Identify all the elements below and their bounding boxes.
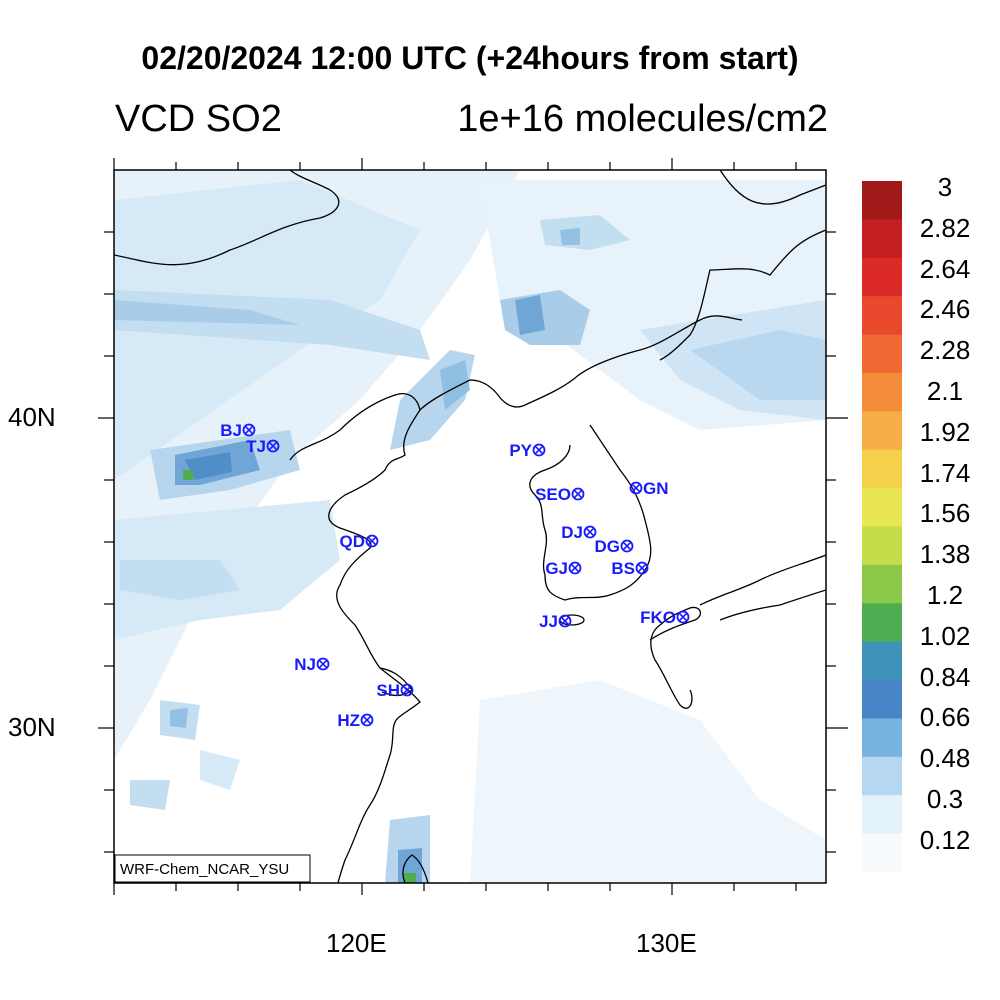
colorbar-segment <box>862 526 902 566</box>
station-nj: NJ <box>294 655 330 674</box>
colorbar-tick-label: 2.82 <box>919 212 971 243</box>
station-tj: TJ <box>246 437 280 456</box>
colorbar-tick-label: 1.74 <box>919 457 971 488</box>
colorbar-segment <box>862 795 902 835</box>
units-label: 1e+16 molecules/cm2 <box>457 98 828 140</box>
station-marker-icon <box>583 525 597 539</box>
station-marker-icon <box>365 534 379 548</box>
station-qd: QD <box>340 532 379 551</box>
colorbar-segment <box>862 449 902 489</box>
colorbar-segment <box>862 257 902 297</box>
station-label: SEO <box>535 485 571 504</box>
colorbar <box>862 181 902 873</box>
station-marker-icon <box>629 481 643 495</box>
colorbar-tick-label: 0.48 <box>919 743 971 774</box>
colorbar-tick-label: 0.12 <box>919 824 971 855</box>
station-dj: DJ <box>561 523 597 542</box>
station-label: DJ <box>561 523 583 542</box>
station-marker-icon <box>568 561 582 575</box>
station-label: JJ <box>539 612 558 631</box>
station-label: TJ <box>246 437 266 456</box>
colorbar-tick-label: 1.2 <box>926 580 964 610</box>
colorbar-tick-label: 2.1 <box>926 376 964 406</box>
map-frame <box>113 169 827 884</box>
model-label: WRF-Chem_NCAR_YSU <box>120 861 289 878</box>
lat-label-40n: 40N <box>8 402 56 432</box>
station-marker-icon <box>620 539 634 553</box>
station-hz: HZ <box>337 711 374 730</box>
station-marker-icon <box>316 657 330 671</box>
station-bs: BS <box>611 559 649 578</box>
station-bj: BJ <box>220 421 256 440</box>
station-label: DG <box>595 537 621 556</box>
colorbar-segment <box>862 181 902 220</box>
station-label: BS <box>611 559 635 578</box>
colorbar-tick-label: 0.66 <box>919 702 971 733</box>
station-label: GN <box>643 479 669 498</box>
station-marker-icon <box>571 487 585 501</box>
station-marker-icon <box>266 439 280 453</box>
axis-ticks <box>98 158 848 895</box>
lat-label-30n: 30N <box>8 712 56 742</box>
station-marker-icon <box>558 614 572 628</box>
variable-name: VCD SO2 <box>115 98 282 140</box>
station-marker-icon <box>635 561 649 575</box>
colorbar-segment <box>862 641 902 681</box>
colorbar-segment <box>862 334 902 374</box>
colorbar-tick-label: 2.46 <box>919 294 971 325</box>
colorbar-tick-label: 0.3 <box>926 784 964 814</box>
map-title: 02/20/2024 12:00 UTC (+24hours from star… <box>141 40 799 76</box>
station-fko: FKO <box>640 608 690 627</box>
station-label: HZ <box>337 711 360 730</box>
station-marker-icon <box>532 443 546 457</box>
station-label: SH <box>376 681 400 700</box>
model-label-box <box>114 854 311 883</box>
colorbar-segment <box>862 296 902 336</box>
station-gj: GJ <box>545 559 582 578</box>
lon-label-120e: 120E <box>326 928 387 958</box>
colorbar-segment <box>862 219 902 259</box>
station-label: GJ <box>545 559 568 578</box>
colorbar-segment <box>862 564 902 604</box>
station-py: PY <box>509 441 546 460</box>
colorbar-segment <box>862 488 902 527</box>
colorbar-tick-label: 1.38 <box>919 539 971 570</box>
colorbar-segment <box>862 756 902 796</box>
colorbar-tick-label: 2.64 <box>919 253 971 284</box>
colorbar-tick-label: 1.02 <box>919 620 971 651</box>
station-sh: SH <box>376 681 414 700</box>
coastlines <box>114 170 826 883</box>
station-label: NJ <box>294 655 316 674</box>
colorbar-segment <box>862 411 902 451</box>
lon-label-130e: 130E <box>636 928 697 958</box>
colorbar-tick-label: 0.84 <box>919 661 971 692</box>
colorbar-tick-label: 2.28 <box>919 335 971 366</box>
colorbar-segment <box>862 833 902 873</box>
station-dg: DG <box>595 537 634 556</box>
station-gn: GN <box>629 479 669 498</box>
station-jj: JJ <box>539 612 572 631</box>
station-marker-icon <box>676 610 690 624</box>
so2-field <box>114 170 826 883</box>
station-label: QD <box>340 532 366 551</box>
colorbar-segment <box>862 372 902 412</box>
station-label: BJ <box>220 421 242 440</box>
colorbar-tick-label: 3 <box>937 172 953 202</box>
colorbar-segment <box>862 718 902 758</box>
station-seo: SEO <box>535 485 585 504</box>
station-marker-icon <box>242 423 256 437</box>
colorbar-segment <box>862 603 902 643</box>
colorbar-tick-label: 1.56 <box>919 498 971 529</box>
station-label: PY <box>509 441 532 460</box>
station-marker-icon <box>360 713 374 727</box>
colorbar-tick-label: 1.92 <box>919 416 971 447</box>
station-label: FKO <box>640 608 676 627</box>
colorbar-segment <box>862 680 902 719</box>
station-marker-icon <box>400 683 414 697</box>
